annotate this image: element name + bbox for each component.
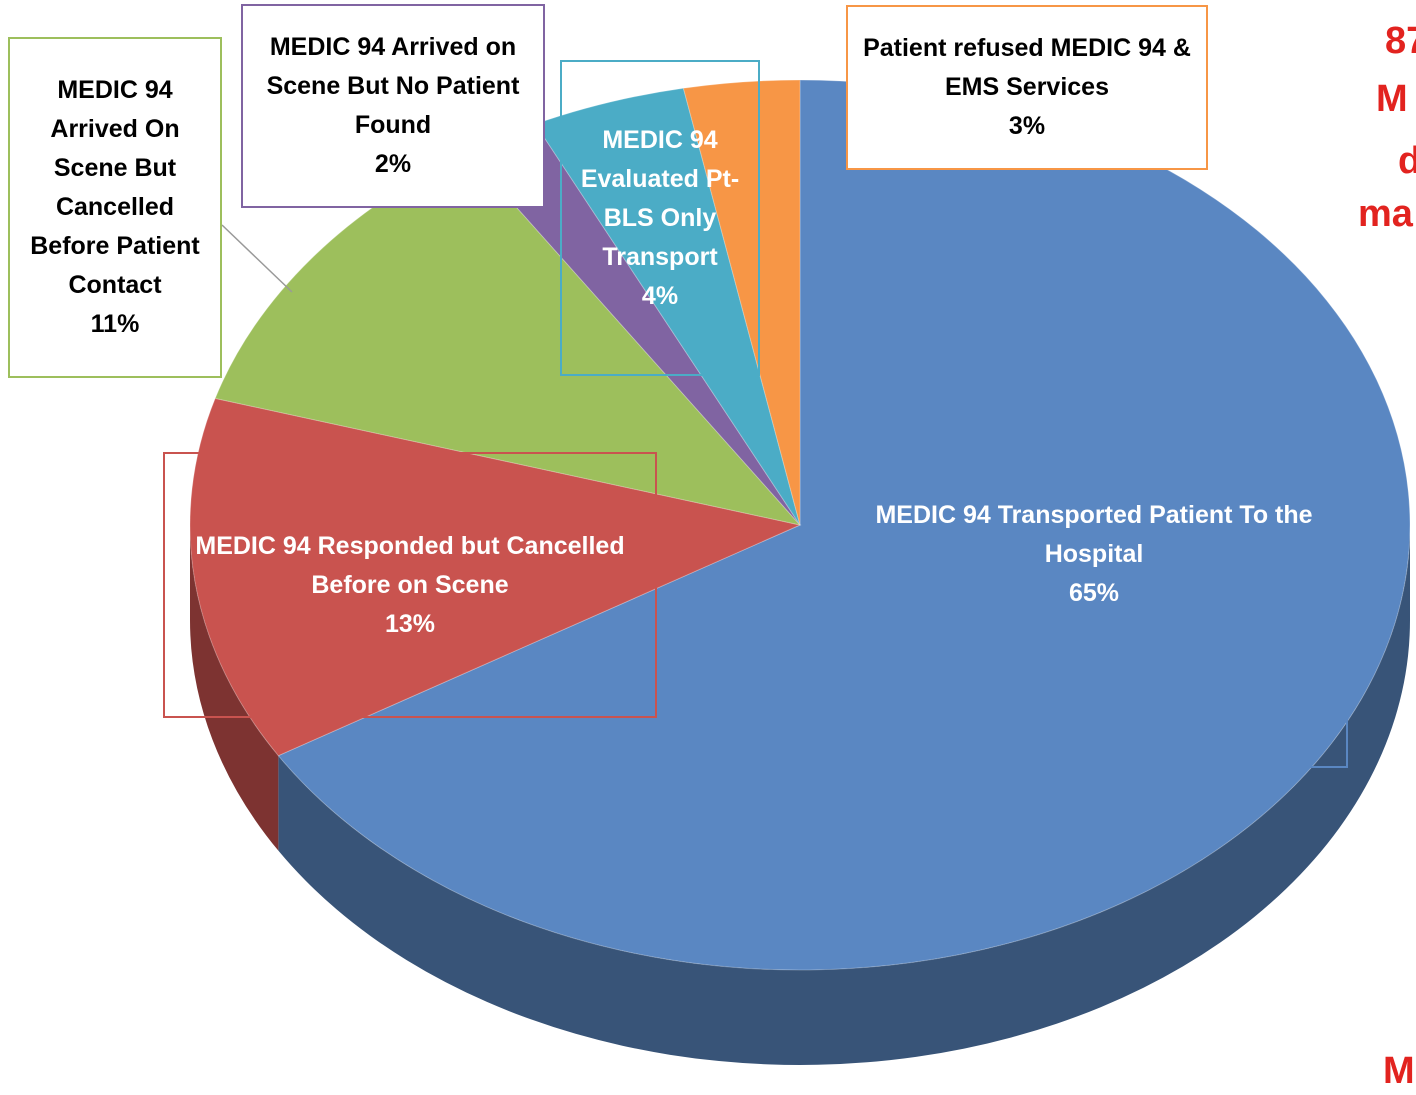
- annotation: M: [1383, 1050, 1415, 1092]
- category-label: MEDIC 94 Transported Patient To the Hosp…: [875, 500, 1313, 568]
- annotation: 87: [1385, 20, 1416, 62]
- value-label: 13%: [384, 609, 436, 638]
- data-label: MEDIC 94 Evaluated Pt- BLS Only Transpor…: [560, 60, 760, 376]
- category-label: Patient refused MEDIC 94 & EMS Services: [863, 34, 1191, 101]
- slice: [189, 397, 802, 757]
- category-label: MEDIC 94 Arrived on Scene But No Patient…: [266, 33, 520, 139]
- data-label: MEDIC 94 Arrived On Scene But Cancelled …: [8, 37, 222, 378]
- value-label: 65%: [1068, 578, 1120, 607]
- data-label: MEDIC 94 Responded but Cancelled Before …: [163, 452, 657, 718]
- annotation: d: [1398, 140, 1416, 182]
- leader-line: [221, 224, 293, 293]
- value-label: 4%: [641, 281, 679, 310]
- value-label: 2%: [374, 150, 412, 178]
- slice: [277, 79, 1411, 971]
- data-label: MEDIC 94 Transported Patient To the Hosp…: [840, 340, 1348, 768]
- annotation: ma: [1358, 193, 1413, 235]
- data-label: Patient refused MEDIC 94 & EMS Services 3…: [846, 5, 1208, 170]
- annotation: M: [1376, 78, 1408, 120]
- slice-side: [278, 525, 1410, 1066]
- category-label: MEDIC 94 Arrived On Scene But Cancelled …: [30, 76, 200, 299]
- value-label: 3%: [1008, 112, 1046, 140]
- slice-side: [190, 525, 279, 851]
- data-label: MEDIC 94 Arrived on Scene But No Patient…: [241, 4, 545, 208]
- value-label: 11%: [90, 310, 140, 338]
- slice: [682, 79, 801, 526]
- category-label: MEDIC 94 Responded but Cancelled Before …: [195, 531, 625, 599]
- category-label: MEDIC 94 Evaluated Pt- BLS Only Transpor…: [580, 125, 740, 271]
